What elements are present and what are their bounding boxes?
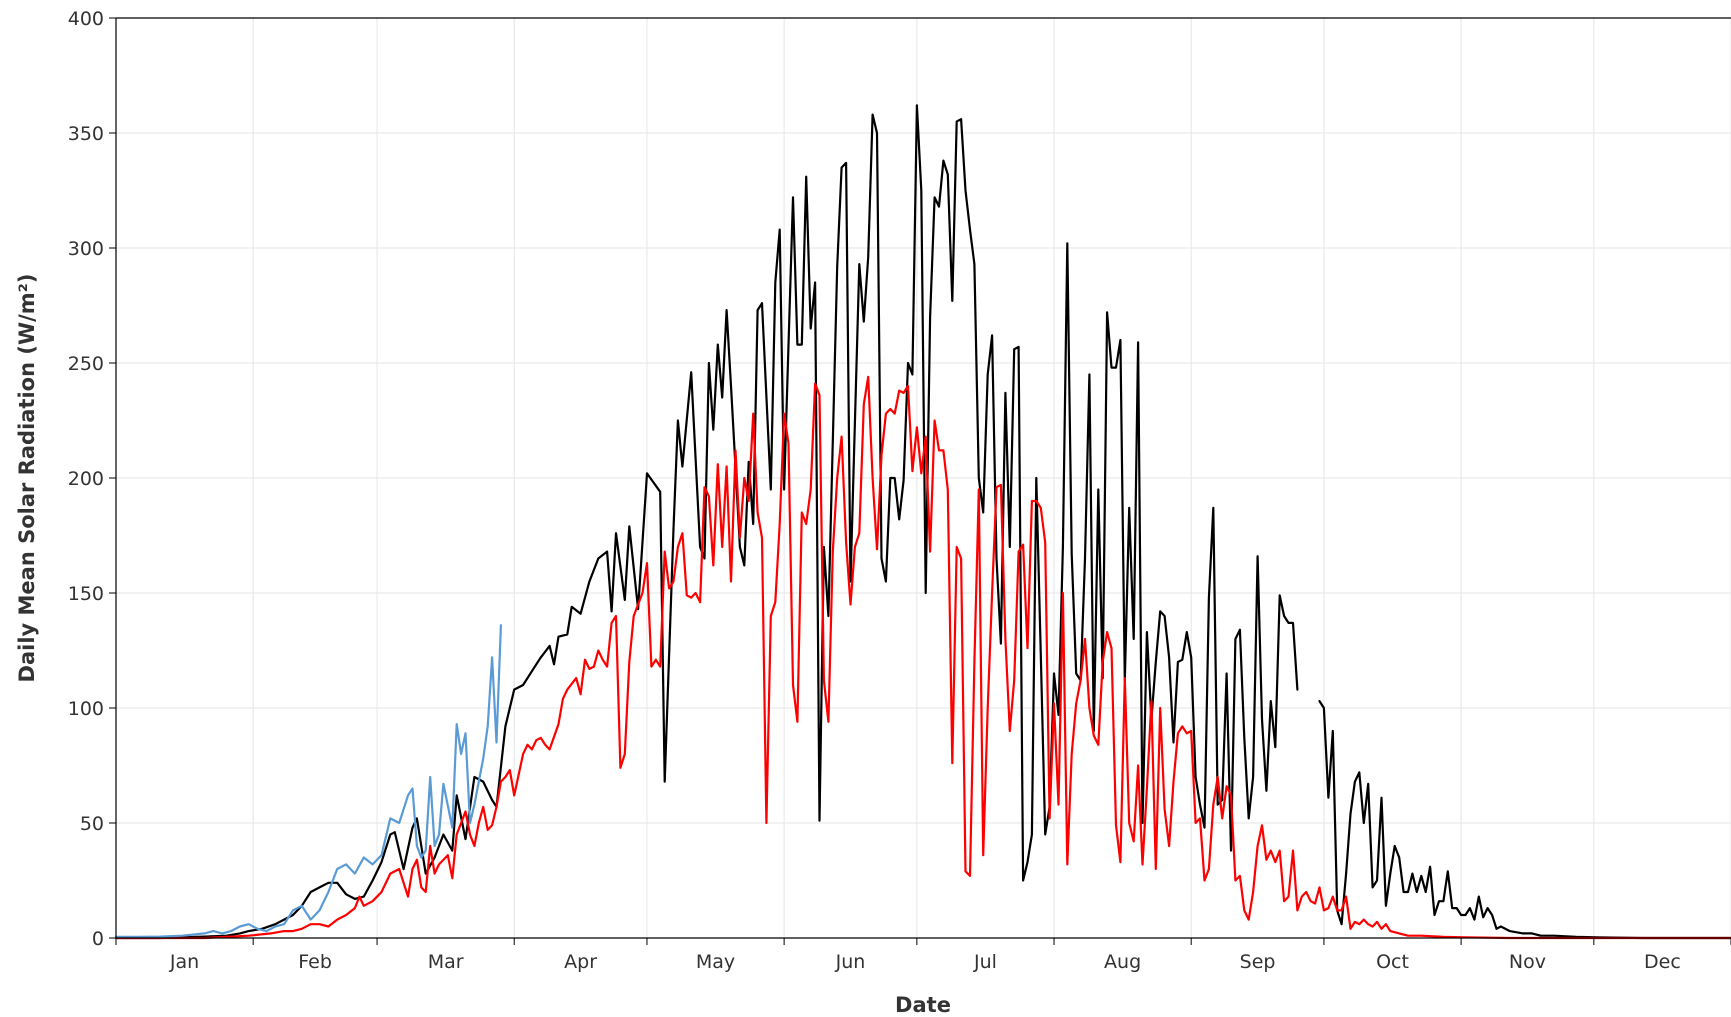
- x-tick-label: Jun: [835, 951, 866, 973]
- x-tick-label: Oct: [1376, 951, 1409, 973]
- x-tick-label: Feb: [298, 951, 332, 973]
- y-tick-label: 100: [68, 698, 104, 720]
- y-tick-label: 300: [68, 238, 104, 260]
- y-tick-label: 150: [68, 583, 104, 605]
- y-tick-label: 50: [80, 813, 104, 835]
- x-tick-label: Nov: [1509, 951, 1546, 973]
- x-tick-label: Jan: [169, 951, 199, 973]
- x-tick-label: May: [696, 951, 735, 973]
- x-tick-label: Aug: [1104, 951, 1141, 973]
- series-line-2: [114, 375, 1731, 940]
- x-tick-label: Apr: [564, 951, 597, 973]
- y-tick-label: 400: [68, 8, 104, 30]
- x-tick-label: Mar: [428, 951, 464, 973]
- y-tick-label: 350: [68, 123, 104, 145]
- y-tick-label: 250: [68, 353, 104, 375]
- y-tick-label: 200: [68, 468, 104, 490]
- plot-area: [114, 104, 1731, 940]
- y-axis-title: Daily Mean Solar Radiation (W/m²): [15, 274, 39, 683]
- series-line-1: [114, 104, 1731, 940]
- y-tick-label: 0: [92, 928, 104, 950]
- x-axis-title: Date: [895, 993, 951, 1017]
- x-axis-ticks: Jan Feb Mar Apr May Jun Jul Aug Sep Oct Nov Dec: [115, 938, 1731, 973]
- x-tick-label: Jul: [973, 951, 997, 973]
- y-axis-ticks: 0 50 100 150 200 250 300 350 400: [68, 8, 116, 950]
- x-tick-label: Dec: [1644, 951, 1681, 973]
- x-tick-label: Sep: [1240, 951, 1276, 973]
- series-line-3: [114, 624, 502, 938]
